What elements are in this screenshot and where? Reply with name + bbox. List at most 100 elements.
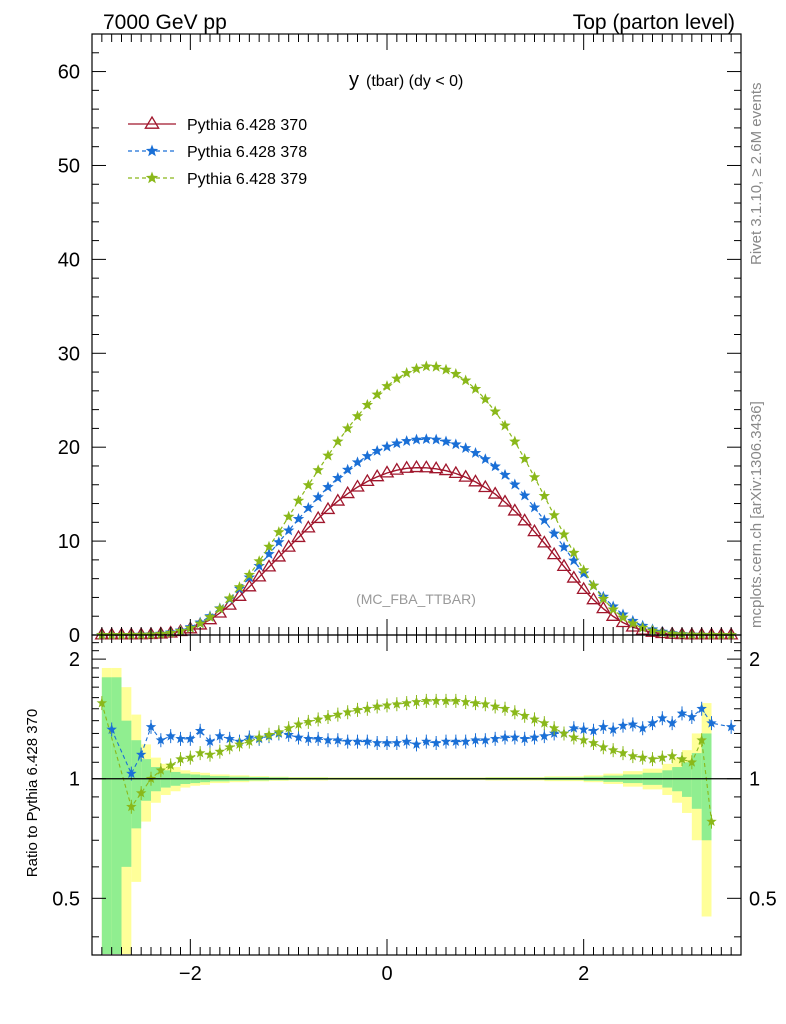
ratio-point-star	[588, 737, 599, 748]
data-point-star	[351, 410, 364, 422]
data-point-star	[243, 568, 256, 580]
ratio-y-tick-label-right: 0.5	[749, 888, 777, 910]
stat-band-green	[701, 733, 712, 841]
data-point-star	[302, 501, 315, 513]
ratio-point-star	[598, 721, 609, 732]
ratio-point-star	[126, 801, 137, 812]
data-point-triangle	[271, 549, 287, 562]
ratio-point-star	[696, 703, 707, 714]
data-point-star	[440, 363, 452, 375]
legend-marker-triangle	[144, 115, 160, 129]
data-point-triangle	[487, 486, 503, 499]
data-point-star	[204, 611, 216, 623]
ratio-point-star	[135, 749, 147, 760]
ratio-point-star	[391, 737, 403, 748]
data-point-star	[273, 526, 285, 538]
data-point-star	[371, 444, 383, 456]
ratio-point-star	[617, 747, 629, 758]
ratio-point-star	[440, 736, 452, 747]
data-point-star	[528, 501, 541, 513]
ratio-point-star	[499, 731, 511, 742]
data-point-star	[322, 449, 334, 461]
ratio-point-star	[332, 709, 344, 720]
ratio-point-star	[607, 724, 619, 734]
ratio-point-star	[362, 736, 373, 747]
data-point-star	[302, 479, 315, 491]
ratio-point-star	[627, 718, 639, 729]
data-point-triangle	[468, 474, 483, 487]
data-point-triangle	[261, 559, 277, 572]
ratio-point-star	[529, 713, 540, 724]
mcplots-reference-label: mcplots.cern.ch [arXiv:1306.3436]	[748, 401, 765, 628]
data-point-star	[450, 438, 462, 450]
ratio-point-star	[145, 721, 157, 732]
data-point-triangle	[438, 462, 454, 476]
ratio-point-star	[244, 736, 255, 747]
data-point-triangle	[517, 513, 532, 526]
ratio-point-star	[706, 717, 717, 728]
data-point-triangle	[586, 592, 601, 605]
y-tick-label: 50	[58, 155, 80, 177]
data-point-star	[558, 528, 570, 540]
data-point-triangle	[310, 510, 326, 524]
ratio-point-star	[312, 713, 324, 724]
data-point-star	[361, 398, 374, 410]
data-point-star	[214, 602, 226, 614]
ratio-point-star	[411, 696, 422, 707]
data-point-star	[391, 372, 403, 384]
data-point-star	[518, 452, 531, 464]
data-point-star	[430, 360, 442, 372]
y-tick-label: 60	[58, 62, 80, 84]
ratio-point-star	[666, 750, 678, 761]
ratio-y-tick-label-right: 2	[749, 649, 760, 671]
legend-marker-star	[145, 144, 159, 157]
data-point-star	[459, 442, 472, 453]
ratio-point-star	[460, 696, 471, 707]
data-point-star	[538, 490, 551, 501]
ratio-point-star	[185, 733, 196, 744]
legend-label: Pythia 6.428 379	[187, 171, 307, 188]
data-point-star	[548, 509, 560, 521]
data-point-star	[479, 453, 492, 465]
data-point-star	[322, 481, 334, 492]
ratio-point-star	[509, 706, 521, 717]
ratio-point-star	[322, 711, 334, 722]
data-point-star	[391, 437, 403, 449]
analysis-name-annotation: (MC_FBA_TTBAR)	[356, 591, 476, 607]
ratio-point-star	[548, 722, 560, 733]
data-point-star	[489, 405, 501, 417]
data-point-triangle	[379, 465, 395, 478]
ratio-point-star	[686, 756, 698, 767]
data-point-star	[332, 435, 344, 447]
ratio-point-star	[96, 697, 108, 708]
ratio-point-star	[489, 733, 501, 744]
data-point-triangle	[458, 469, 473, 482]
ratio-point-star	[558, 727, 570, 738]
ratio-point-star	[214, 730, 226, 741]
ratio-point-star	[430, 737, 442, 748]
stat-band-green	[101, 677, 112, 954]
ratio-point-star	[666, 717, 678, 728]
ratio-point-star	[204, 736, 216, 747]
data-point-star	[292, 513, 305, 524]
data-point-star	[341, 422, 354, 434]
stat-band-green	[121, 720, 132, 867]
ratio-point-star	[578, 734, 589, 745]
data-point-star	[440, 435, 452, 447]
y-tick-label: 20	[58, 437, 80, 459]
ratio-point-star	[322, 734, 334, 745]
data-point-star	[459, 374, 472, 386]
ratio-point-star	[607, 744, 619, 755]
ratio-point-star	[352, 704, 363, 715]
data-point-star	[420, 360, 433, 372]
ratio-point-star	[234, 738, 245, 749]
data-point-star	[509, 478, 521, 490]
stat-band-green	[691, 753, 702, 809]
data-point-star	[381, 440, 393, 452]
data-point-triangle	[399, 460, 414, 473]
ratio-point-star	[214, 746, 226, 757]
stat-band-green	[141, 759, 151, 801]
data-point-triangle	[409, 459, 424, 473]
data-point-star	[273, 536, 285, 548]
